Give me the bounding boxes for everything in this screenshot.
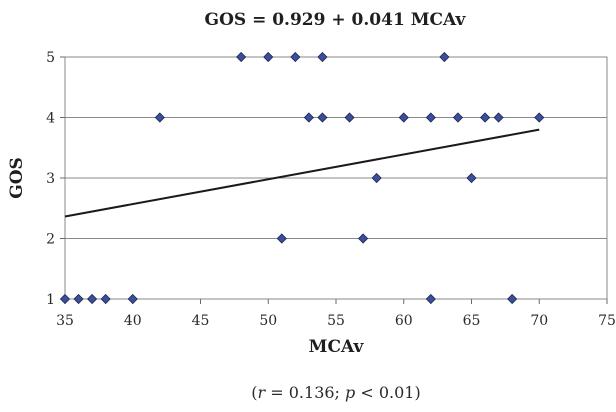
x-tick-label-0: 35 bbox=[56, 313, 74, 329]
caption-r-value: = 0.136; bbox=[265, 383, 345, 402]
data-point-15 bbox=[398, 112, 409, 123]
data-point-11 bbox=[154, 112, 165, 123]
y-tick-label-0: 1 bbox=[46, 292, 55, 308]
data-point-23 bbox=[290, 51, 301, 63]
caption-open: ( bbox=[251, 383, 257, 402]
chart-title: GOS = 0.929 + 0.041 MCAv bbox=[205, 10, 467, 30]
data-point-9 bbox=[371, 172, 382, 184]
data-point-12 bbox=[303, 112, 314, 123]
caption-r-symbol: r bbox=[258, 383, 267, 402]
y-tick-label-1: 2 bbox=[46, 232, 55, 248]
x-tick-label-8: 75 bbox=[598, 313, 616, 329]
data-points bbox=[59, 51, 545, 305]
y-tick-label-2: 3 bbox=[46, 171, 55, 187]
data-point-2 bbox=[87, 293, 98, 305]
data-point-3 bbox=[100, 293, 111, 305]
caption-p-symbol: p bbox=[345, 383, 355, 402]
x-tick-label-7: 70 bbox=[530, 313, 548, 329]
data-point-8 bbox=[358, 233, 369, 244]
data-point-14 bbox=[344, 112, 355, 123]
gridlines bbox=[65, 117, 607, 239]
data-point-20 bbox=[534, 112, 545, 123]
data-point-5 bbox=[425, 293, 436, 305]
data-point-6 bbox=[507, 293, 518, 305]
x-tick-label-6: 65 bbox=[463, 313, 481, 329]
x-tick-label-3: 50 bbox=[259, 313, 277, 329]
x-tick-label-2: 45 bbox=[192, 313, 210, 329]
data-point-16 bbox=[425, 112, 436, 123]
y-tick-label-3: 4 bbox=[46, 111, 55, 127]
y-axis-title: GOS bbox=[7, 157, 27, 199]
data-point-25 bbox=[439, 51, 450, 63]
y-axis-ticks: 1 2 3 4 5 bbox=[46, 50, 65, 308]
data-point-1 bbox=[73, 293, 84, 305]
caption-p-value: < 0.01) bbox=[355, 383, 420, 402]
x-tick-label-1: 40 bbox=[124, 313, 142, 329]
data-point-7 bbox=[276, 233, 287, 244]
x-axis-title: MCAv bbox=[309, 337, 365, 357]
data-point-4 bbox=[127, 293, 138, 305]
trend-line bbox=[64, 128, 540, 218]
data-point-0 bbox=[59, 293, 71, 305]
data-point-24 bbox=[317, 51, 328, 63]
data-point-17 bbox=[452, 112, 464, 123]
data-point-18 bbox=[479, 112, 491, 123]
data-point-21 bbox=[236, 51, 247, 63]
data-point-19 bbox=[493, 112, 504, 123]
data-point-10 bbox=[466, 172, 477, 184]
y-tick-label-4: 5 bbox=[46, 50, 55, 66]
data-point-13 bbox=[317, 112, 328, 123]
data-point-22 bbox=[263, 51, 274, 63]
chart-caption: (r = 0.136; p < 0.01) bbox=[251, 383, 420, 402]
x-tick-label-4: 55 bbox=[327, 313, 345, 329]
x-axis-ticks: 35 40 45 50 55 60 65 70 75 bbox=[56, 299, 616, 329]
x-tick-label-5: 60 bbox=[395, 313, 413, 329]
